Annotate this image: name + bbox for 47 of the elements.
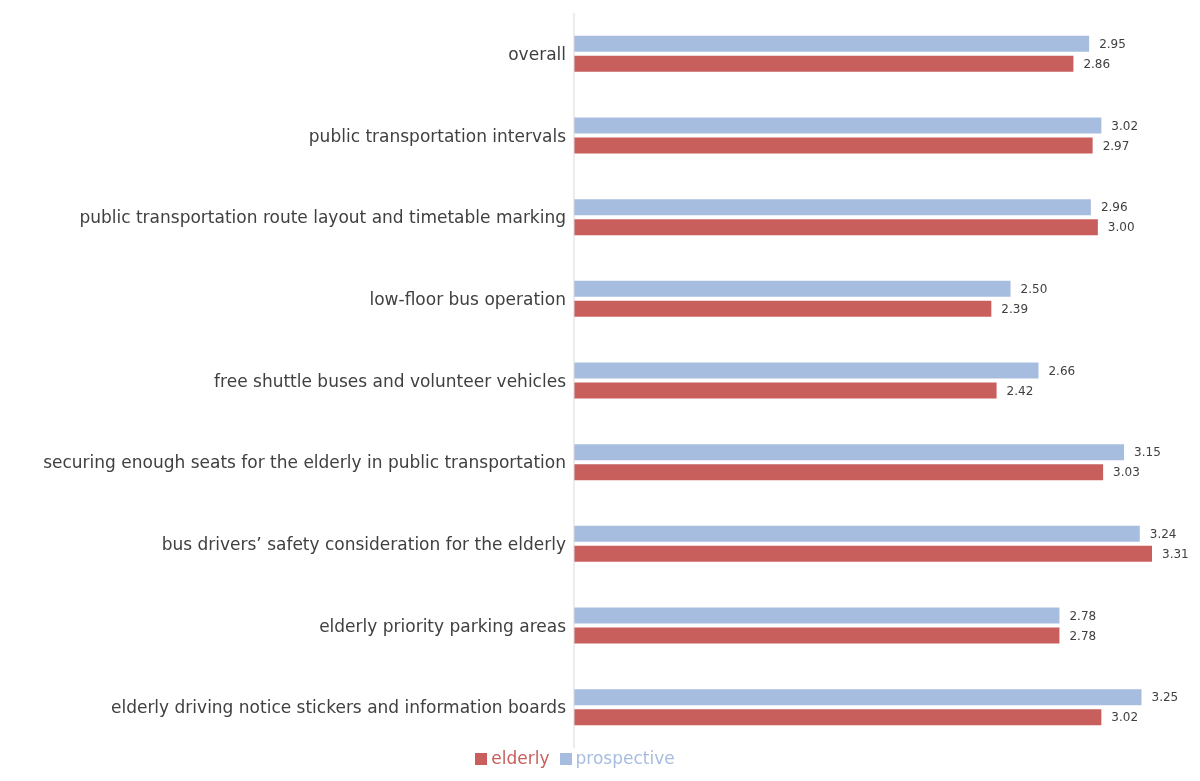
data-label: 2.86 [1083, 56, 1111, 71]
bar [574, 35, 1090, 52]
bar [574, 444, 1125, 461]
data-label: 2.50 [1020, 281, 1048, 296]
data-label: 2.96 [1100, 200, 1128, 215]
data-label: 2.66 [1048, 363, 1076, 378]
y-tick-label: elderly priority parking areas [319, 615, 567, 636]
bar [574, 689, 1142, 706]
y-tick-label: securing enough seats for the elderly in public transportation [43, 452, 566, 473]
y-tick-label: bus drivers’ safety consideration for the elderly [161, 533, 566, 554]
data-label: 2.78 [1069, 628, 1097, 643]
bar [574, 525, 1140, 542]
legend-label: elderly [491, 748, 550, 768]
data-label: 2.78 [1069, 608, 1097, 623]
data-label: 2.39 [1001, 301, 1029, 316]
bar [574, 607, 1060, 624]
y-tick-label: elderly driving notice stickers and information boards [110, 697, 567, 718]
data-label: 3.03 [1113, 465, 1140, 480]
bar [574, 362, 1039, 379]
data-label: 3.00 [1107, 220, 1135, 235]
bar [574, 117, 1102, 134]
data-label: 2.95 [1099, 36, 1126, 51]
y-tick-label: overall [508, 43, 566, 64]
bar [574, 55, 1074, 72]
data-label: 3.02 [1111, 118, 1139, 133]
bar [574, 300, 992, 317]
data-label: 3.25 [1151, 690, 1179, 705]
bar [574, 280, 1011, 297]
bar [574, 627, 1060, 644]
y-tick-label: public transportation route layout and timetable marking [79, 207, 566, 228]
data-label: 3.02 [1111, 710, 1139, 725]
bar [574, 219, 1098, 236]
data-label: 3.24 [1149, 526, 1177, 541]
bar [574, 382, 997, 399]
y-tick-label: free shuttle buses and volunteer vehicles [214, 370, 567, 391]
bar [574, 199, 1091, 216]
data-label: 2.97 [1102, 138, 1130, 153]
bar [574, 137, 1093, 154]
bar [574, 709, 1102, 726]
data-label: 3.31 [1162, 546, 1189, 561]
data-label: 3.15 [1134, 445, 1161, 460]
bar [574, 464, 1104, 481]
bar [574, 545, 1152, 562]
y-tick-label: low-floor bus operation [369, 288, 566, 309]
legend-label: prospective [575, 748, 675, 768]
y-tick-label: public transportation intervals [308, 125, 567, 146]
data-label: 2.42 [1006, 383, 1034, 398]
